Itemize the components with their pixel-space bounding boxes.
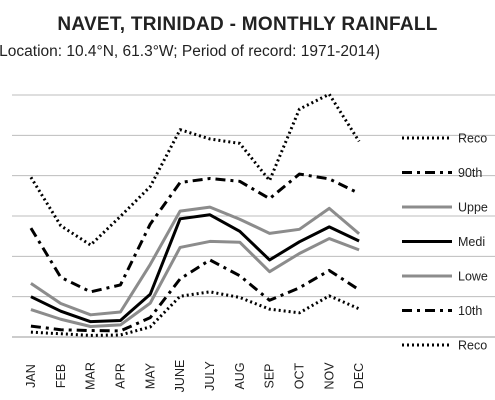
x-tick-label: SEP xyxy=(263,363,277,388)
x-tick-label: OCT xyxy=(292,362,306,389)
legend-label: 90th xyxy=(458,166,482,180)
series-line-6 xyxy=(30,258,360,333)
series-line-1 xyxy=(29,92,361,247)
chart-subtitle: (Location: 10.4°N, 61.3°W; Period of rec… xyxy=(0,43,381,60)
series-line-2 xyxy=(29,172,360,294)
legend-label: Lowe xyxy=(458,270,488,284)
legend-label: Medi xyxy=(458,235,485,249)
x-tick-label: NOV xyxy=(322,362,336,390)
series-line-3 xyxy=(30,205,361,317)
series-line-5 xyxy=(30,237,360,329)
x-axis: JAN FEB MAR APR MAY JUNE JULY AUG SEP OCT NOV DEC xyxy=(24,360,366,393)
grid-layer xyxy=(12,94,495,338)
series-layer xyxy=(29,92,361,337)
legend-label: 10th xyxy=(458,304,482,318)
legend-label: Reco xyxy=(458,132,487,146)
legend-label: Reco xyxy=(458,339,487,353)
series-line-7 xyxy=(30,290,360,337)
x-tick-label: DEC xyxy=(352,363,366,389)
chart-title: NAVET, TRINIDAD - MONTHLY RAINFALL xyxy=(57,14,438,35)
x-tick-label: MAR xyxy=(84,362,98,390)
x-tick-label: JUNE xyxy=(173,360,187,393)
x-tick-label: MAY xyxy=(143,362,157,389)
legend-label: Uppe xyxy=(458,201,488,215)
x-tick-label: FEB xyxy=(54,364,68,388)
x-tick-label: AUG xyxy=(233,362,247,389)
x-tick-label: JAN xyxy=(24,364,38,388)
x-tick-label: JULY xyxy=(203,361,217,391)
x-tick-label: APR xyxy=(113,363,127,389)
legend: Reco 90th Uppe Medi Lowe 10th Reco xyxy=(402,132,488,353)
series-line-4 xyxy=(30,213,360,324)
